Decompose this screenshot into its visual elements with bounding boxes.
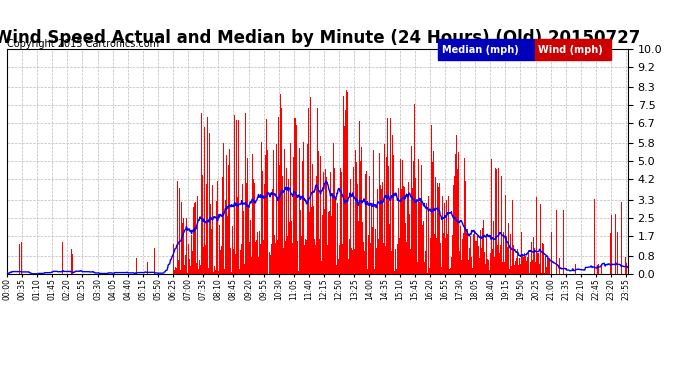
Title: Wind Speed Actual and Median by Minute (24 Hours) (Old) 20150727: Wind Speed Actual and Median by Minute (…: [0, 29, 640, 47]
Text: Median (mph): Median (mph): [442, 45, 518, 55]
Text: Wind (mph): Wind (mph): [538, 45, 603, 55]
Text: Copyright 2015 Cartronics.com: Copyright 2015 Cartronics.com: [7, 39, 159, 50]
